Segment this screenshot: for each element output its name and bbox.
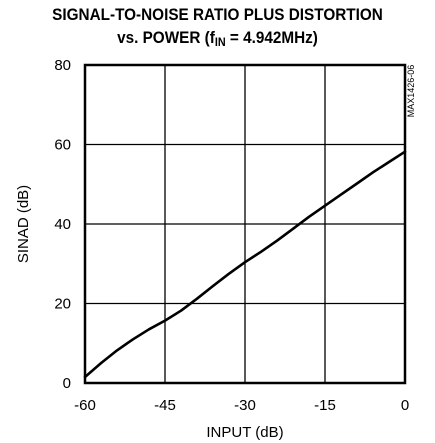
y-tick-label-1: 20	[54, 296, 71, 313]
chart-title-line2: vs. POWER (fIN = 4.942MHz)	[22, 28, 414, 49]
chart-title-line1: SIGNAL-TO-NOISE RATIO PLUS DISTORTION	[52, 5, 383, 24]
series-line-0	[83, 150, 407, 379]
grid-lines	[84, 64, 406, 384]
plot-frame	[83, 63, 407, 385]
series-group	[83, 150, 407, 379]
title-line2-subscript: IN	[214, 35, 226, 49]
x-tick-label-4: 0	[401, 397, 409, 414]
x-tick-label-0: -60	[74, 397, 96, 414]
x-tick-label-2: -30	[234, 397, 256, 414]
x-tick-labels: -60 -45 -30 -15 0	[74, 397, 409, 414]
title-line2-prefix: vs. POWER (f	[117, 28, 215, 47]
title-line2-suffix: = 4.942MHz)	[225, 28, 318, 47]
x-tick-label-1: -45	[154, 397, 176, 414]
y-tick-label-3: 60	[54, 137, 71, 154]
x-tick-label-3: -15	[314, 397, 336, 414]
y-tick-label-0: 0	[63, 375, 71, 392]
y-tick-labels: 0 20 40 60 80	[54, 57, 71, 392]
y-axis-label: SINAD (dB)	[15, 185, 32, 263]
x-axis-label: INPUT (dB)	[206, 424, 283, 441]
y-tick-label-4: 80	[54, 57, 71, 74]
y-tick-label-2: 40	[54, 216, 71, 233]
figure-code: MAX1426-06	[406, 65, 416, 118]
